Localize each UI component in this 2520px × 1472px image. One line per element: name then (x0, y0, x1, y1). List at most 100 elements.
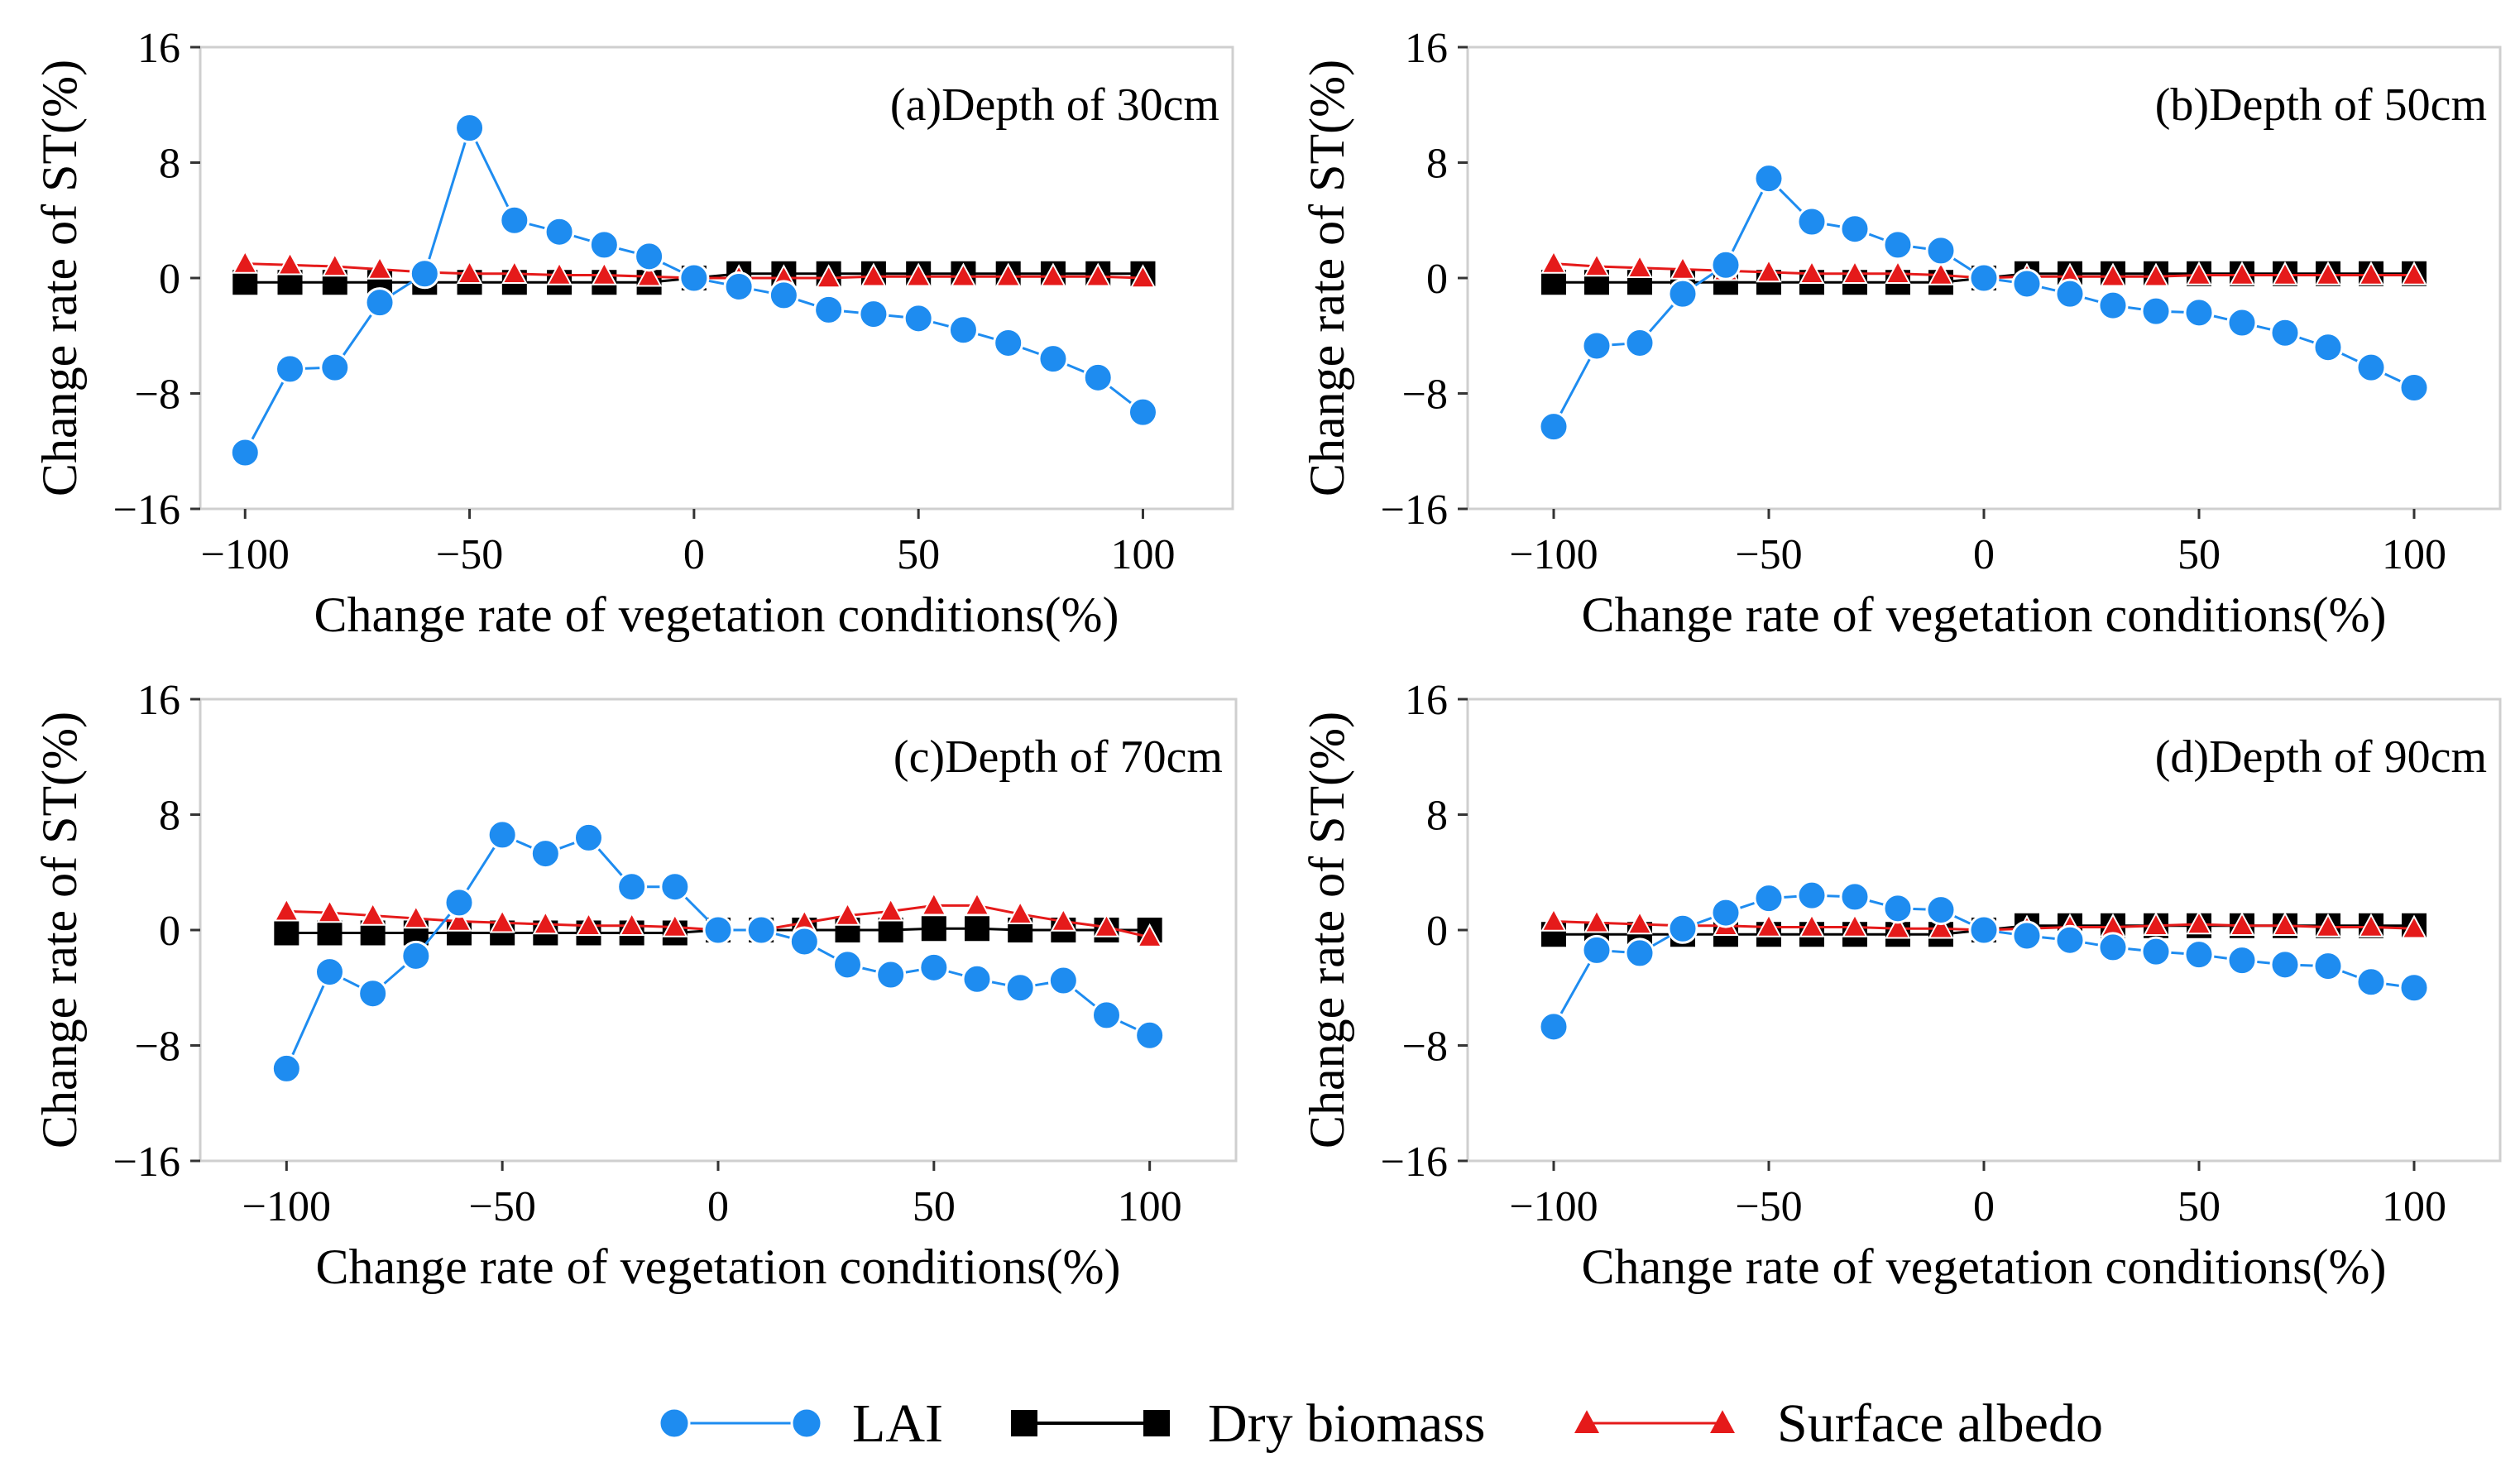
lai-point (1796, 880, 1828, 911)
lai-point (2183, 939, 2215, 971)
y-tick-label: 8 (159, 793, 180, 840)
surface-albedo-point (618, 911, 645, 936)
lai-point (1538, 411, 1569, 443)
x-tick-label: 0 (1973, 531, 1995, 578)
lai-point (1753, 883, 1785, 914)
surface-albedo-point (575, 911, 602, 936)
surface-albedo-point (1842, 913, 1868, 937)
lai-point (2011, 920, 2043, 952)
surface-albedo-point (322, 252, 348, 277)
lai-point (1753, 163, 1785, 194)
y-tick-label: −16 (113, 1139, 180, 1186)
lai-point (2054, 924, 2086, 956)
x-tick-label: 50 (913, 1183, 956, 1230)
surface-albedo-point (1627, 910, 1653, 935)
x-axis-label: Change rate of vegetation conditions(%) (314, 587, 1119, 642)
lai-point (2312, 332, 2344, 363)
y-axis-label: Change rate of ST(%) (32, 712, 87, 1148)
surface-albedo-point (1085, 262, 1111, 287)
lai-point (1004, 972, 1036, 1004)
surface-albedo-point (532, 910, 559, 935)
lai-point (875, 959, 907, 990)
surface-albedo-point (2143, 262, 2169, 287)
surface-albedo-point (2401, 261, 2427, 285)
surface-albedo-point (232, 249, 258, 274)
lai-point (918, 952, 950, 983)
surface-albedo-point (1885, 259, 1911, 284)
lai-point (2398, 372, 2430, 404)
lai-point (1710, 249, 1741, 280)
lai-point (2226, 307, 2258, 338)
lai-point (616, 871, 648, 903)
lai-point (745, 914, 777, 946)
surface-albedo-point (446, 907, 472, 932)
x-tick-label: −50 (1735, 1183, 1802, 1230)
lai-point (1134, 1019, 1166, 1051)
y-tick-label: 8 (1426, 793, 1448, 840)
lai-point (993, 327, 1024, 358)
lai-point (1882, 893, 1914, 924)
lai-point (499, 204, 530, 236)
y-tick-label: 0 (159, 908, 180, 955)
surface-albedo-point (316, 899, 343, 923)
surface-albedo-point (1007, 900, 1033, 925)
surface-albedo-point (276, 251, 304, 276)
x-tick-label: 100 (1118, 1183, 1182, 1230)
surface-albedo-point (921, 891, 947, 916)
lai-point (858, 299, 889, 330)
surface-albedo-point (2401, 914, 2427, 939)
surface-albedo-point (995, 262, 1022, 287)
lai-point (1968, 262, 2000, 294)
y-tick-label: 0 (1426, 908, 1448, 955)
panel-title: (b)Depth of 50cm (2155, 79, 2487, 131)
y-tick-label: −8 (135, 372, 180, 419)
lai-point (2097, 290, 2129, 321)
lai-point (486, 819, 518, 851)
y-tick-label: 16 (1405, 25, 1448, 72)
lai-point (364, 287, 395, 319)
x-tick-label: 50 (897, 531, 940, 578)
lai-point (2355, 352, 2387, 383)
lai-point (961, 963, 993, 995)
lai-point (314, 957, 345, 988)
surface-albedo-point (1627, 253, 1653, 278)
lai-point (2312, 951, 2344, 982)
lai-point (2054, 278, 2086, 309)
y-axis-label: Change rate of ST(%) (32, 60, 87, 496)
x-tick-label: −50 (1735, 531, 1802, 578)
lai-point (1624, 937, 1655, 969)
surface-albedo-point (1799, 259, 1825, 284)
surface-albedo-point (834, 901, 861, 926)
surface-albedo-point (1583, 909, 1610, 933)
surface-albedo-point (2186, 261, 2212, 285)
surface-albedo-point (2229, 911, 2255, 936)
x-tick-label: −100 (1509, 1183, 1598, 1230)
legend-dry-biomass-marker (1143, 1410, 1170, 1436)
surface-albedo-point (359, 901, 386, 926)
dry-biomass-point (1541, 270, 1566, 295)
x-tick-label: −100 (242, 1183, 331, 1230)
lai-point (723, 271, 755, 302)
x-tick-label: 0 (1973, 1183, 1995, 1230)
surface-albedo-point (2358, 261, 2384, 285)
lai-point (702, 914, 734, 946)
panel-title: (d)Depth of 90cm (2155, 731, 2487, 783)
lai-point (1839, 213, 1871, 245)
lai-point (1037, 343, 1069, 375)
lai-point (2269, 949, 2301, 981)
dry-biomass-point (232, 270, 258, 295)
y-axis-label: Change rate of ST(%) (1300, 60, 1354, 496)
surface-albedo-point (1050, 907, 1077, 932)
lai-point (544, 216, 575, 247)
x-tick-label: 50 (2177, 1183, 2221, 1230)
legend-lai-marker (790, 1407, 823, 1440)
y-tick-label: 16 (137, 25, 180, 72)
x-axis-label: Change rate of vegetation conditions(%) (1581, 587, 2386, 642)
lai-point (1925, 235, 1957, 266)
surface-albedo-point (1799, 913, 1825, 937)
lai-point (1581, 330, 1612, 362)
surface-albedo-point (1756, 913, 1782, 937)
panel-a: 16 8 0 −8 −16 −100 −50 0 50 100 Change rate of veg… (32, 25, 1234, 642)
dry-biomass-point (965, 916, 989, 942)
